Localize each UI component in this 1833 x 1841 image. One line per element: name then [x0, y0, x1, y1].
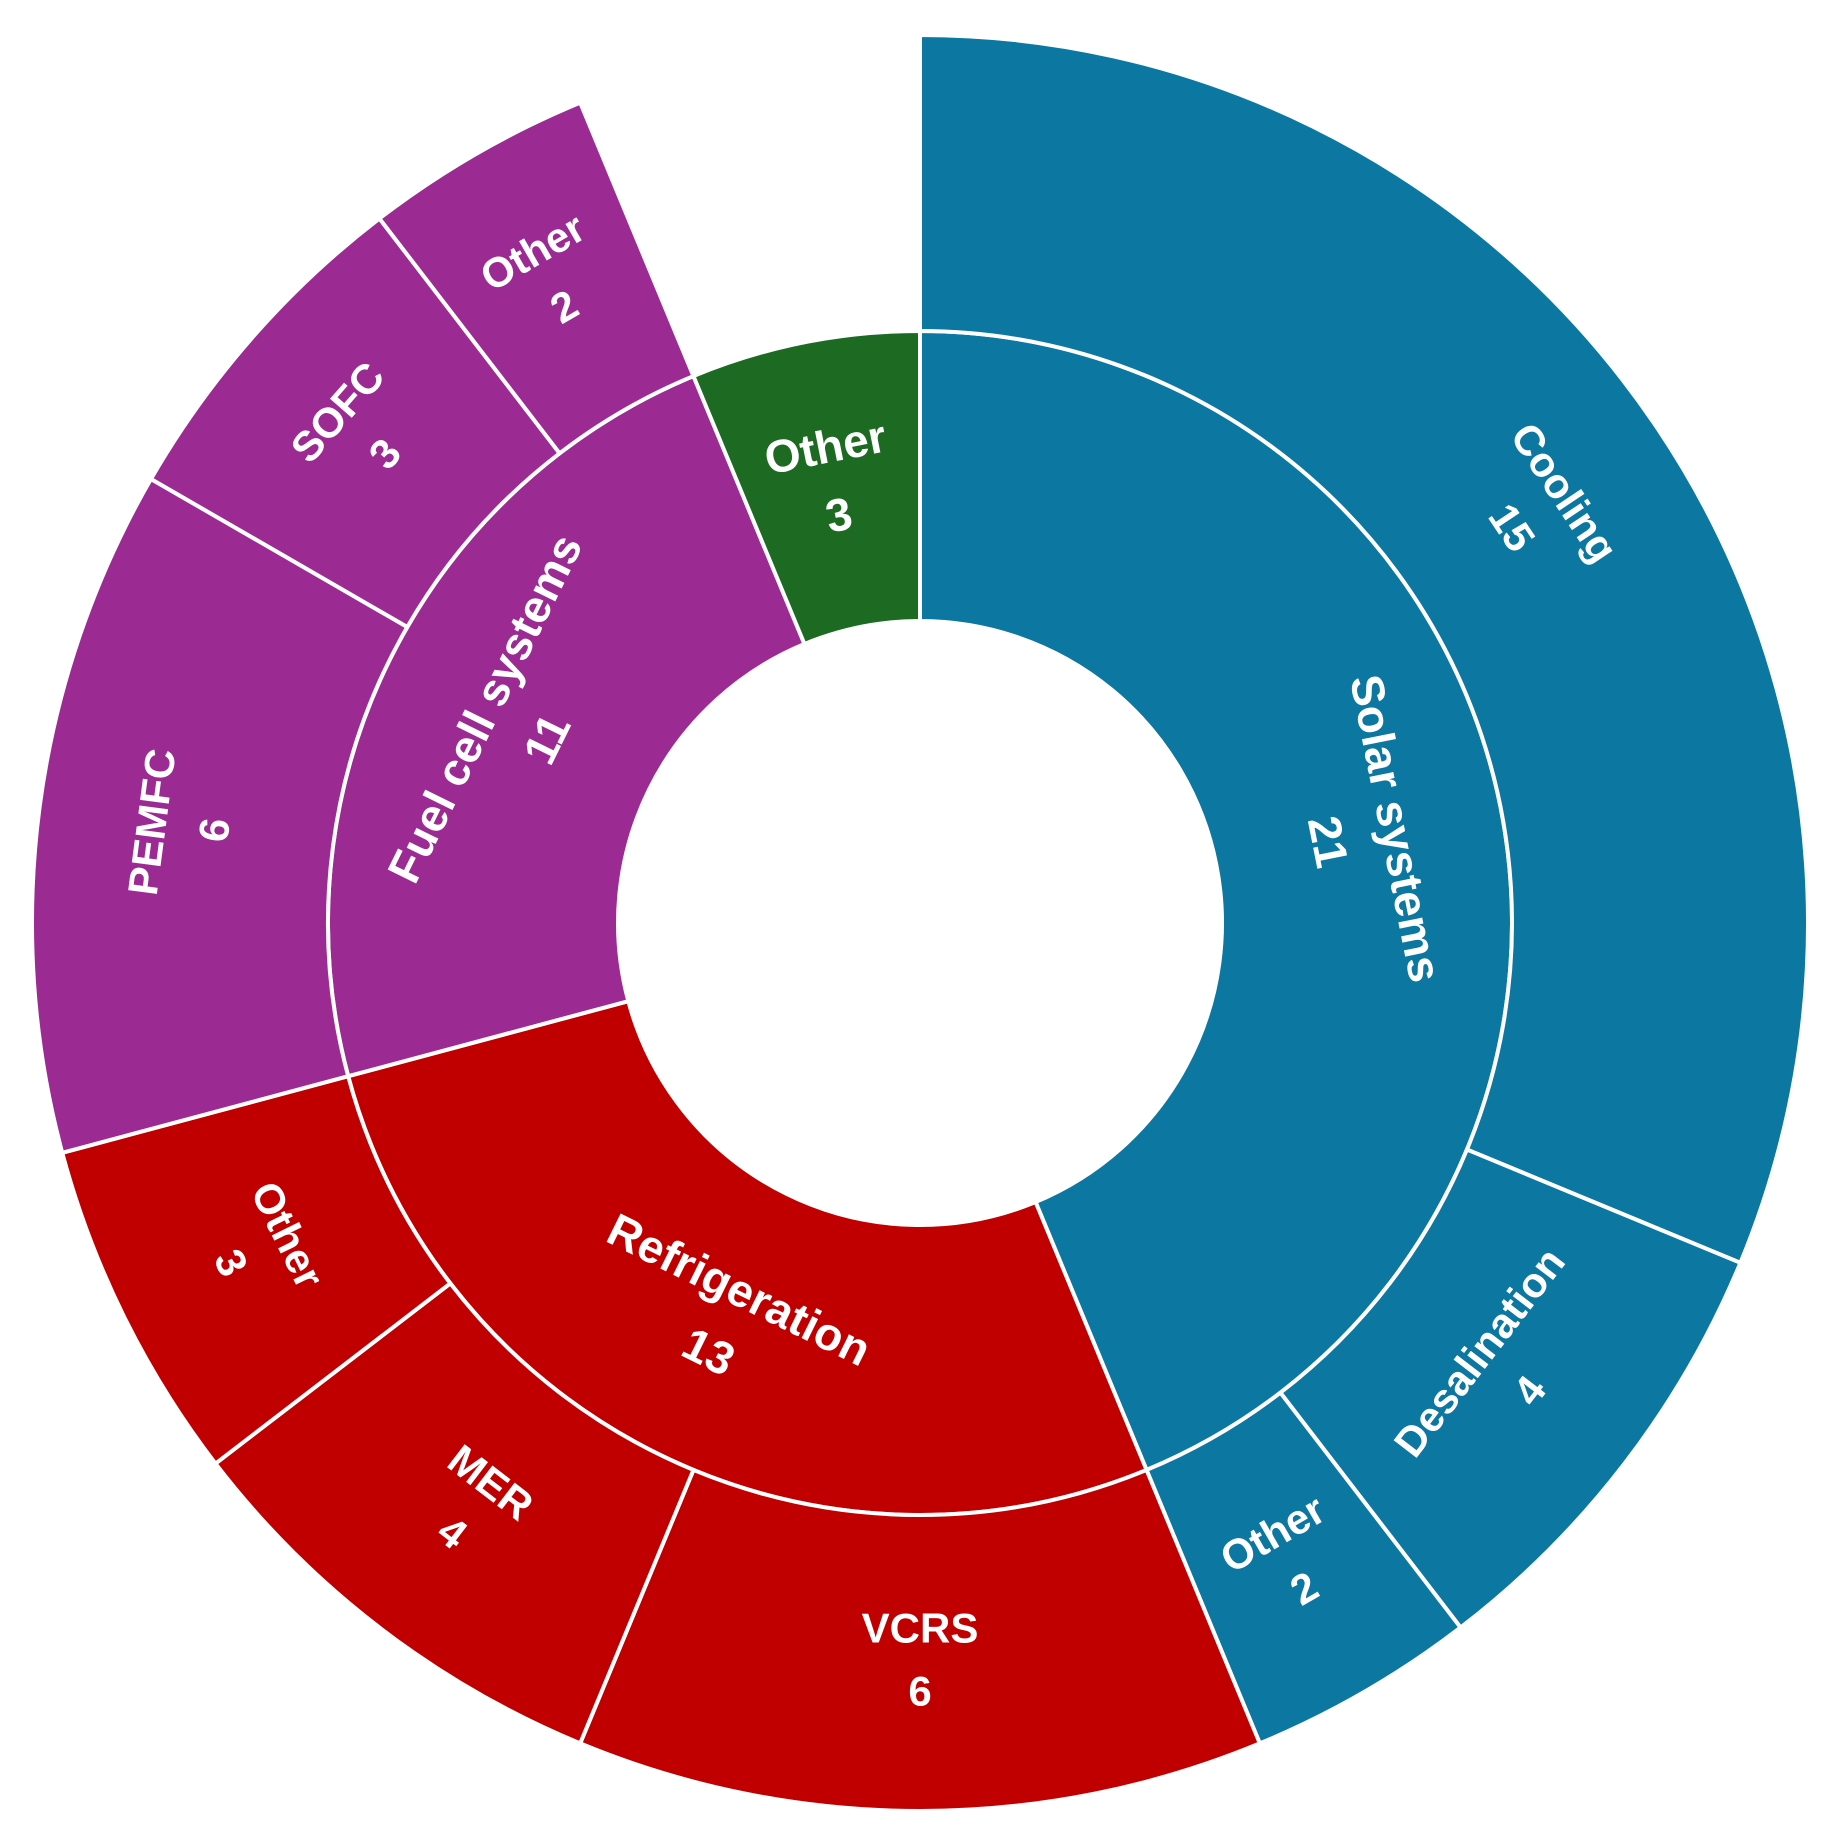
inner-segment: [690, 328, 922, 647]
outer-segment: [30, 476, 411, 1156]
segment-label: VCRS 6: [862, 1605, 979, 1715]
segment-value: 21: [1298, 812, 1359, 872]
segment-name: VCRS: [862, 1605, 979, 1652]
outer-segment: [376, 99, 697, 457]
outer-segment: [577, 1467, 1263, 1813]
outer-segment: [918, 32, 1810, 1266]
segment-value: 6: [908, 1668, 931, 1715]
